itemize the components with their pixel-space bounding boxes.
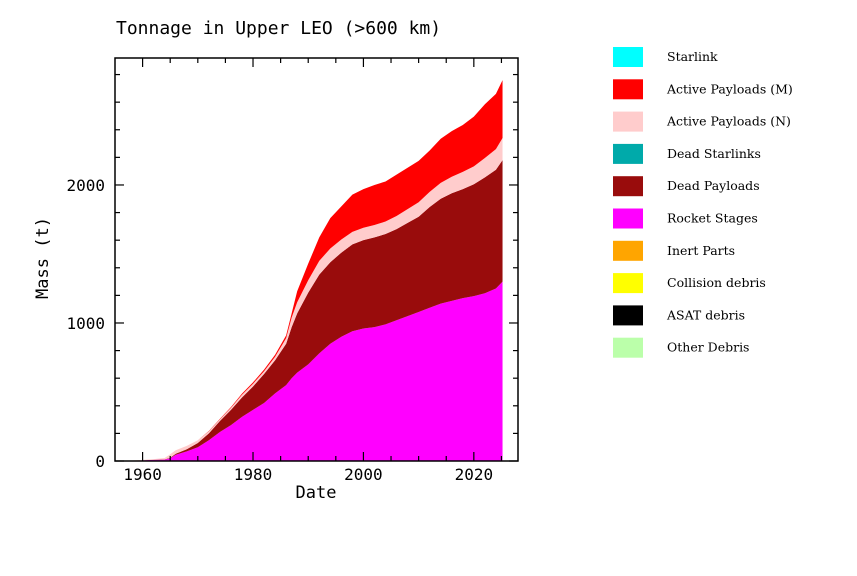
legend-swatch-active-payloads-m <box>613 79 643 100</box>
legend-label-rocket-stages: Rocket Stages <box>667 211 758 226</box>
legend-label-active-payloads-m: Active Payloads (M) <box>666 81 793 96</box>
axes <box>114 57 519 462</box>
ticks: 1960 1980 2000 2020 0 1000 2000 <box>66 58 518 484</box>
y-tick-label: 1000 <box>66 314 105 333</box>
area-active-payloads-m <box>130 80 503 461</box>
area-active-payloads-n <box>130 138 503 462</box>
legend-label-asat-debris: ASAT debris <box>666 307 745 322</box>
legend-swatch-starlink <box>613 47 643 67</box>
legend-swatch-active-payloads-n <box>613 111 643 132</box>
x-tick-label: 1980 <box>234 465 273 484</box>
plot-frame <box>114 57 519 462</box>
legend-label-inert-parts: Inert Parts <box>667 243 735 258</box>
legend-label-other-debris: Other Debris <box>667 340 749 355</box>
x-tick-label: 1960 <box>123 465 162 484</box>
legend-swatch-inert-parts <box>613 240 643 261</box>
x-tick-label: 2020 <box>455 465 494 484</box>
legend: Starlink Active Payloads (M) Active Payloa… <box>613 47 793 358</box>
plot-areas <box>130 80 503 462</box>
legend-swatch-dead-starlinks <box>613 143 643 164</box>
legend-label-dead-starlinks: Dead Starlinks <box>667 146 761 161</box>
legend-swatch-other-debris <box>613 337 643 358</box>
legend-label-dead-payloads: Dead Payloads <box>667 178 760 193</box>
x-axis-label: Date <box>296 483 337 503</box>
area-rocket-stages <box>130 281 503 461</box>
legend-label-collision-debris: Collision debris <box>667 275 766 290</box>
y-tick-label: 2000 <box>66 176 105 195</box>
area-dead-payloads <box>130 160 503 461</box>
legend-label-starlink: Starlink <box>667 49 718 64</box>
legend-swatch-collision-debris <box>613 273 643 294</box>
legend-swatch-dead-payloads <box>613 176 643 197</box>
legend-swatch-asat-debris <box>613 305 643 326</box>
chart-title: Tonnage in Upper LEO (>600 km) <box>116 18 441 39</box>
y-tick-label: 0 <box>95 452 105 471</box>
x-tick-label: 2000 <box>344 465 383 484</box>
legend-label-active-payloads-n: Active Payloads (N) <box>666 114 791 129</box>
legend-swatch-rocket-stages <box>613 208 643 229</box>
y-axis-label: Mass (t) <box>33 217 53 299</box>
